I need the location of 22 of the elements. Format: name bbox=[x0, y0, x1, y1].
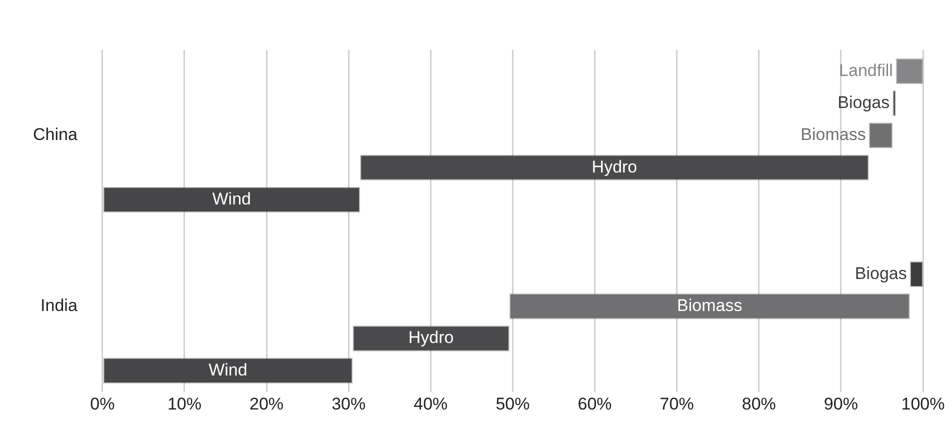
series-label: Biogas bbox=[838, 93, 890, 112]
x-tick-label: 40% bbox=[414, 394, 448, 414]
text: Hydro bbox=[408, 328, 454, 348]
x-tick-label: 10% bbox=[167, 394, 202, 414]
x-tick-label: 80% bbox=[742, 394, 776, 414]
x-tick-label: 20% bbox=[250, 394, 284, 414]
x-tick-label: 0% bbox=[90, 394, 115, 414]
y-tick-label: China bbox=[32, 125, 78, 144]
text: Wind bbox=[208, 360, 248, 380]
x-tick-label: 30% bbox=[332, 394, 366, 414]
text: Biogas bbox=[854, 264, 907, 283]
series-label: Hydro bbox=[592, 157, 638, 176]
series-label: Biomass bbox=[677, 296, 742, 316]
series-label: Wind bbox=[212, 189, 251, 208]
text: Biomass bbox=[800, 125, 866, 144]
x-tick-label: 50% bbox=[496, 394, 530, 414]
x-tick-label: 90% bbox=[824, 394, 858, 414]
x-tick-label: 100% bbox=[901, 394, 945, 414]
x-tick-label: 70% bbox=[660, 394, 694, 414]
x-tick-label: 60% bbox=[578, 394, 612, 414]
y-tick-label: India bbox=[40, 296, 78, 316]
series-label: Landfill bbox=[839, 60, 893, 80]
